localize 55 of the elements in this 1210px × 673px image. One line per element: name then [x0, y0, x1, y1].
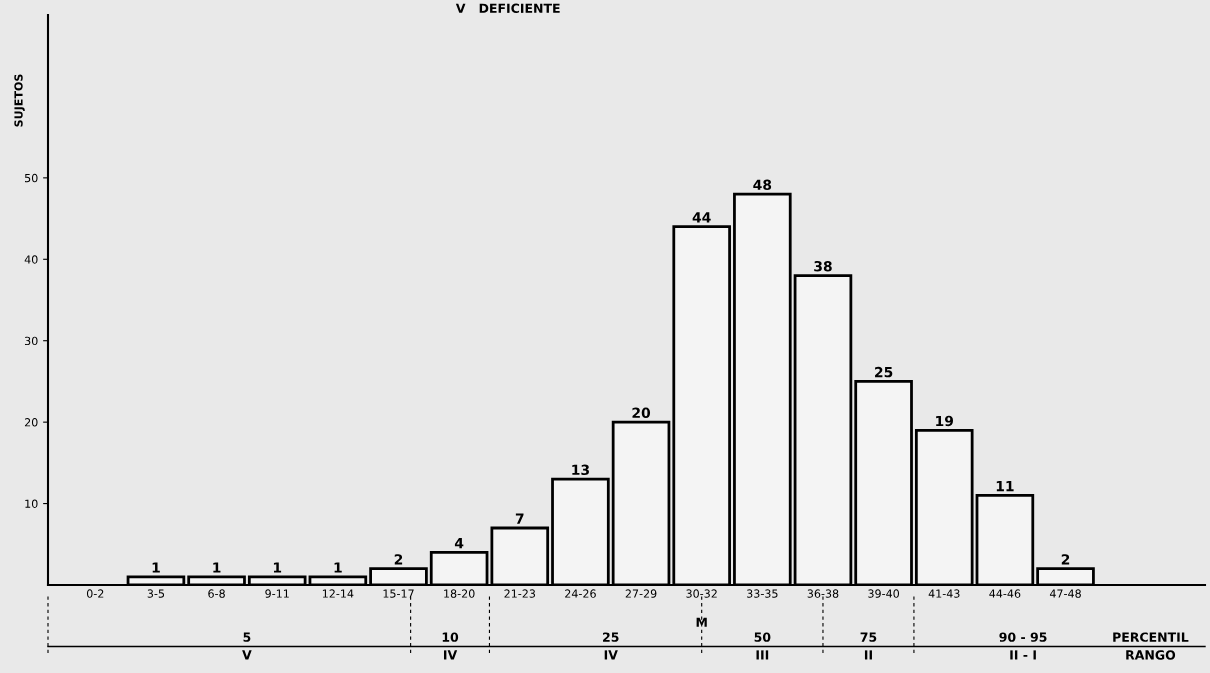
- text: III: [756, 650, 769, 660]
- x-tick-label: 39-40: [868, 589, 900, 598]
- text: II - I: [1010, 650, 1036, 660]
- data-label: 13: [572, 464, 589, 476]
- text: IV: [604, 650, 618, 660]
- x-tick-label: 30-32: [686, 589, 717, 598]
- y-tick-label: 10: [25, 499, 38, 508]
- text: RANGO: [1126, 650, 1176, 660]
- x-tick-label: 3-5: [147, 589, 165, 598]
- text: 10: [442, 632, 459, 642]
- x-tick-label: 21-23: [504, 589, 536, 598]
- x-tick-label: 44-46: [989, 589, 1021, 598]
- data-label: 20: [632, 407, 651, 419]
- data-label: 4: [454, 538, 464, 549]
- x-tick-label: 0-2: [86, 589, 104, 598]
- y-axis-title: SUJETOS: [14, 74, 25, 127]
- x-tick-label: 12-14: [322, 589, 354, 598]
- data-label: 48: [753, 179, 772, 191]
- data-label: 11: [996, 481, 1014, 492]
- text: V: [242, 650, 252, 660]
- text: M: [696, 617, 707, 627]
- text: 25: [603, 632, 619, 642]
- text: 5: [243, 632, 251, 642]
- y-tick-label: 30: [24, 336, 38, 346]
- data-label: 2: [1061, 554, 1070, 565]
- x-tick-label: 18-20: [444, 589, 475, 598]
- chart-title: V DEFICIENTE: [455, 3, 560, 14]
- data-label: 2: [394, 554, 403, 565]
- data-label: 44: [692, 212, 711, 223]
- text: 50: [754, 632, 771, 642]
- x-tick-label: 41-43: [928, 589, 960, 598]
- x-tick-label: 47-48: [1049, 589, 1081, 598]
- text: 75: [860, 632, 877, 642]
- data-label: 25: [875, 366, 893, 378]
- x-tick-label: 15-17: [383, 589, 414, 598]
- data-label: 1: [334, 562, 342, 573]
- data-label: 1: [273, 562, 282, 573]
- data-label: 1: [152, 562, 160, 573]
- data-label: 7: [515, 513, 524, 524]
- data-label: 1: [213, 562, 221, 573]
- x-tick-label: 36-38: [807, 589, 839, 598]
- y-tick-label: 50: [25, 173, 38, 183]
- text: PERCENTIL: [1113, 632, 1189, 642]
- x-tick-label: 6-8: [208, 589, 225, 598]
- text: 90 - 95: [999, 632, 1047, 642]
- x-tick-label: 27-29: [625, 589, 657, 598]
- text: IV: [444, 650, 458, 660]
- x-tick-label: 24-26: [565, 589, 596, 598]
- text: II: [864, 650, 872, 660]
- y-tick-label: 40: [24, 255, 38, 264]
- data-label: 38: [814, 260, 832, 272]
- y-tick-label: 20: [24, 418, 38, 427]
- x-tick-label: 33-35: [747, 589, 778, 598]
- x-tick-label: 9-11: [265, 589, 289, 598]
- data-label: 19: [936, 415, 954, 427]
